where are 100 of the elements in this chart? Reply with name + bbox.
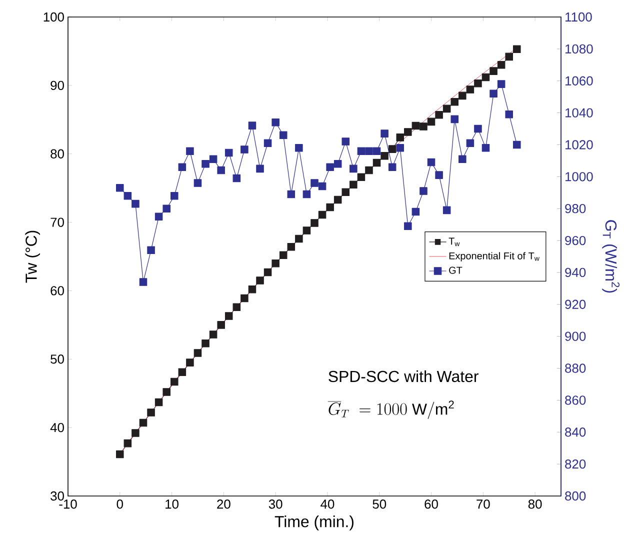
- y2-tick-label: 820: [565, 459, 586, 469]
- point: [513, 45, 521, 54]
- point: [139, 278, 148, 286]
- y2-tick-label: 980: [565, 204, 586, 214]
- point: [162, 388, 170, 396]
- point: [178, 163, 186, 171]
- point: [302, 226, 311, 234]
- point: [178, 368, 186, 376]
- point: [202, 340, 210, 348]
- point: [412, 122, 420, 130]
- point: [116, 450, 124, 458]
- point: [154, 398, 163, 406]
- point: [466, 139, 474, 148]
- point: [334, 196, 342, 204]
- point: [209, 155, 218, 163]
- point: [420, 187, 428, 195]
- point: [342, 138, 350, 146]
- y-tick-label: 60: [50, 286, 64, 296]
- point: [132, 429, 140, 437]
- point: [450, 98, 459, 106]
- point: [380, 130, 388, 138]
- point: [248, 122, 256, 130]
- point: [194, 349, 202, 357]
- y2-tick-label: 1000: [566, 172, 593, 182]
- point: [435, 110, 443, 119]
- point: [404, 222, 412, 230]
- point: [170, 192, 178, 200]
- point: [427, 158, 436, 166]
- point: [474, 79, 482, 88]
- y-tick-label: 30: [50, 491, 64, 501]
- x-tick-label: 60: [424, 500, 438, 509]
- point: [170, 378, 178, 386]
- point: [264, 268, 272, 276]
- point: [224, 148, 233, 157]
- point: [240, 294, 248, 302]
- y-tick-label: 80: [50, 149, 64, 158]
- y2-tick-label: 900: [565, 332, 586, 341]
- point: [458, 155, 466, 163]
- y2-tick-label: 1080: [566, 44, 593, 54]
- point: [194, 179, 202, 187]
- point: [310, 179, 318, 187]
- point: [264, 139, 272, 148]
- point: [326, 203, 334, 212]
- point: [490, 90, 498, 98]
- point: [217, 166, 225, 174]
- y2-tick-label: 1100: [566, 12, 592, 22]
- point: [365, 147, 373, 156]
- point: [482, 144, 490, 152]
- point: [420, 122, 428, 130]
- point: [388, 163, 396, 171]
- x-tick-label: 0: [116, 500, 123, 509]
- point: [287, 243, 296, 251]
- point: [365, 166, 373, 174]
- point: [248, 285, 256, 294]
- y-tick-label: 100: [44, 12, 64, 22]
- legend-label: GT: [449, 266, 462, 274]
- point: [450, 115, 459, 124]
- y2-axis-title: G$_{T}$ (W/m$^{2}$): [602, 220, 620, 293]
- point: [186, 147, 194, 156]
- x-tick-label: 30: [268, 500, 282, 509]
- y2-tick-label: 1040: [566, 108, 593, 118]
- x-tick-label: 10: [166, 500, 178, 509]
- point: [116, 184, 124, 192]
- point: [442, 104, 451, 113]
- point: [147, 246, 155, 254]
- point: [372, 158, 381, 167]
- point: [380, 152, 388, 160]
- point: [435, 171, 443, 179]
- point: [388, 145, 396, 153]
- point: [279, 251, 288, 260]
- y2-tick-label: 940: [565, 268, 586, 278]
- point: [482, 73, 490, 82]
- y2-tick-label: 880: [565, 364, 586, 373]
- point: [232, 174, 241, 182]
- point: [372, 147, 381, 156]
- point: [396, 134, 404, 142]
- point: [295, 234, 303, 243]
- y2-tick-label: 1020: [566, 140, 593, 150]
- point: [256, 276, 264, 284]
- point: [154, 212, 163, 220]
- point: [442, 206, 451, 214]
- y2-tick-label: 960: [565, 236, 586, 246]
- y-tick-label: 90: [50, 80, 64, 90]
- point: [458, 92, 466, 100]
- x-tick-label: 70: [476, 500, 490, 509]
- point: [404, 128, 412, 136]
- annotation: $\overline{G}_{T}\ = 1000\ \mathrm{W/m^{2}}$: [328, 400, 454, 419]
- point: [474, 124, 482, 133]
- point: [350, 180, 358, 189]
- point: [272, 118, 280, 126]
- point: [466, 86, 474, 94]
- legend-label: T$_{w}$: [448, 238, 460, 246]
- annotation: SPD-SCC with Water: [328, 370, 478, 382]
- point: [427, 118, 436, 126]
- point: [302, 190, 311, 198]
- point: [334, 160, 342, 168]
- point: [497, 80, 506, 88]
- y-tick-label: 70: [50, 218, 64, 227]
- point: [287, 190, 296, 198]
- point: [310, 219, 318, 227]
